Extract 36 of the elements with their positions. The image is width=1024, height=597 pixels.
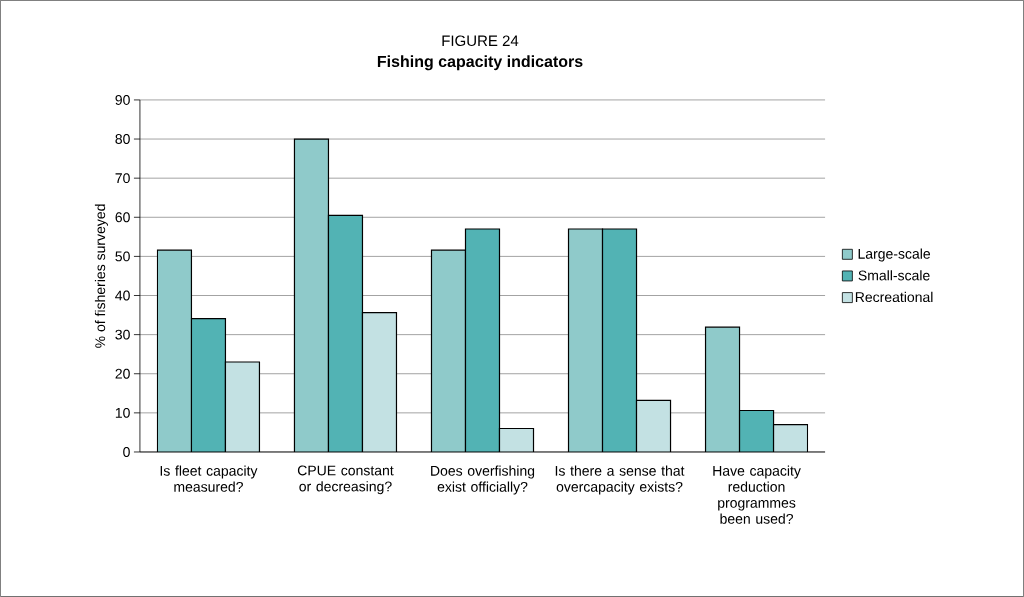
y-tick-label: 60 [115, 212, 130, 223]
y-tick-label: 40 [115, 290, 130, 301]
bar [704, 326, 741, 453]
bar [362, 312, 397, 453]
x-tick-label: Is there a sense that overcapacity exists? [555, 465, 685, 495]
bar [568, 229, 603, 453]
x-tick-label: Does overfishing exist officially? [431, 465, 535, 495]
bar [636, 400, 671, 453]
bar [738, 409, 775, 453]
legend-label: Recreational [855, 291, 933, 303]
x-tick-label: Have capacity reduction programmes been used? [713, 465, 801, 524]
bar [431, 250, 466, 453]
y-tick-label: 10 [115, 407, 130, 418]
x-tick-label: Is fleet capacity measured? [160, 465, 258, 492]
bar [191, 318, 226, 453]
chart-title: FIGURE 24 [442, 35, 519, 47]
legend-label: Large-scale [858, 248, 931, 262]
legend-label: Small-scale [858, 270, 930, 281]
y-tick-label: 0 [123, 447, 130, 457]
y-axis-title: % of fisheries surveyed [94, 204, 108, 348]
y-tick-label: 90 [115, 95, 130, 105]
bar [294, 139, 329, 453]
bar [602, 229, 637, 453]
bar [465, 229, 500, 453]
y-tick-label: 50 [115, 251, 130, 262]
y-tick-label: 20 [115, 368, 130, 379]
bar [772, 424, 809, 453]
y-tick-label: 80 [115, 134, 130, 145]
x-tick-label: CPUE constant or decreasing? [297, 465, 394, 495]
bar [225, 362, 260, 453]
chart-subtitle: Fishing capacity indicators [377, 55, 583, 71]
bar [328, 215, 363, 453]
y-tick-label: 70 [115, 173, 130, 184]
bar [499, 428, 534, 453]
y-tick-label: 30 [115, 329, 130, 340]
bar [157, 250, 192, 453]
